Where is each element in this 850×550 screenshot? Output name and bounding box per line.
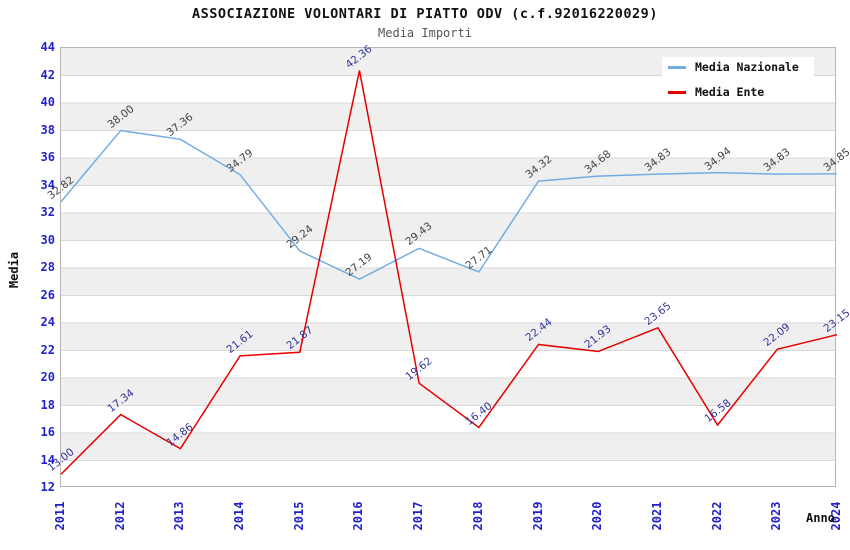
y-tick-label: 22	[40, 342, 55, 357]
y-tick-label: 36	[40, 150, 55, 164]
y-tick-label: 28	[40, 260, 55, 274]
legend-line-swatch	[668, 65, 686, 69]
y-tick-label: 38	[40, 122, 55, 137]
y-tick-label: 14	[40, 452, 55, 467]
y-tick-label: 24	[40, 315, 55, 329]
series-line-media-nazionale	[60, 129, 838, 280]
x-tick-label: 2018	[470, 501, 485, 531]
y-tick-label: 34	[40, 177, 55, 192]
chart-title: ASSOCIAZIONE VOLONTARI DI PIATTO ODV (c.…	[192, 6, 658, 22]
y-axis-title: Media	[7, 251, 22, 289]
x-tick-label: 2020	[590, 501, 605, 531]
legend-item-media-ente[interactable]: Media Ente	[662, 82, 814, 102]
x-tick-label: 2015	[291, 501, 306, 531]
x-tick-label: 2021	[649, 501, 664, 531]
legend-label: Media Nazionale	[695, 60, 799, 74]
legend-line-swatch	[668, 90, 686, 94]
y-tick-label: 30	[40, 232, 55, 247]
x-tick-label: 2016	[351, 501, 366, 531]
legend-item-media-nazionale[interactable]: Media Nazionale	[662, 57, 814, 77]
y-tick-label: 12	[40, 480, 55, 494]
y-tick-label: 40	[40, 95, 55, 109]
legend-label: Media Ente	[695, 85, 765, 99]
x-tick-label: 2017	[411, 501, 426, 531]
y-tick-label: 18	[40, 397, 55, 412]
x-tick-label: 2011	[53, 501, 67, 531]
y-tick-label: 32	[40, 205, 55, 219]
y-tick-label: 42	[40, 67, 55, 82]
y-tick-label: 20	[40, 370, 55, 384]
legend: Media Nazionale Media Ente	[662, 57, 814, 102]
y-tick-label: 16	[40, 425, 55, 439]
chart-subtitle: Media Importi	[378, 26, 472, 40]
series-line-media-ente	[60, 70, 838, 475]
x-tick-label: 2022	[709, 501, 724, 531]
x-axis-title: Anno	[806, 511, 835, 525]
x-tick-label: 2012	[112, 501, 127, 531]
x-tick-label: 2023	[769, 501, 784, 531]
y-tick-label: 44	[40, 40, 55, 54]
x-tick-label: 2014	[232, 501, 247, 531]
x-tick-label: 2019	[530, 501, 545, 531]
y-tick-label: 26	[40, 287, 55, 302]
chart-lines	[60, 70, 838, 475]
x-tick-label: 2013	[172, 501, 187, 531]
plot-area: 32.82 38.00 37.36 34.79 29.24 27.19 29.43 27.71…	[45, 43, 850, 487]
